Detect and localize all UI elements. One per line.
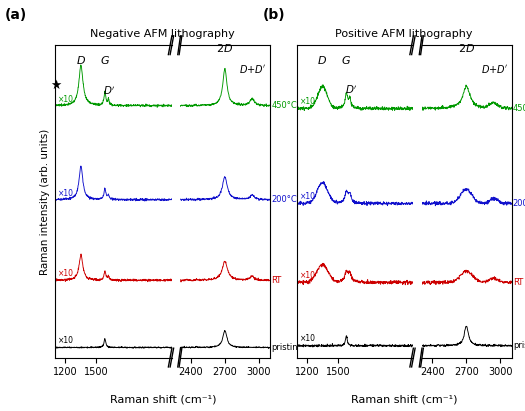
Text: RT: RT <box>513 278 523 287</box>
Text: $D$: $D$ <box>76 54 86 66</box>
Text: $G$: $G$ <box>100 54 110 66</box>
Text: $2D$: $2D$ <box>216 42 234 54</box>
Text: 200°C: 200°C <box>271 195 297 204</box>
Text: ×10: ×10 <box>300 97 316 106</box>
Text: ×10: ×10 <box>300 271 316 280</box>
Text: $D'$: $D'$ <box>103 84 116 97</box>
Text: $D$+$D'$: $D$+$D'$ <box>239 63 267 76</box>
Text: pristine: pristine <box>513 341 525 350</box>
Text: Negative AFM lithography: Negative AFM lithography <box>90 29 235 39</box>
Text: $\bigstar$: $\bigstar$ <box>50 79 63 92</box>
Text: ×10: ×10 <box>300 334 316 343</box>
Y-axis label: Raman intensity (arb. units): Raman intensity (arb. units) <box>39 128 49 275</box>
Text: (a): (a) <box>5 8 27 22</box>
Text: 200°C: 200°C <box>513 199 525 208</box>
Text: ×10: ×10 <box>58 269 74 278</box>
Text: 450°C: 450°C <box>513 104 525 113</box>
Text: Raman shift (cm⁻¹): Raman shift (cm⁻¹) <box>351 395 457 405</box>
Text: (b): (b) <box>262 8 285 22</box>
Text: $G$: $G$ <box>341 54 351 66</box>
Text: ×10: ×10 <box>58 95 74 104</box>
Text: 450°C: 450°C <box>271 101 297 110</box>
Text: ×10: ×10 <box>58 189 74 198</box>
Text: ×10: ×10 <box>300 192 316 201</box>
Text: Positive AFM lithography: Positive AFM lithography <box>335 29 473 39</box>
Text: $D$+$D'$: $D$+$D'$ <box>481 63 509 75</box>
Text: RT: RT <box>271 276 281 285</box>
Text: $D'$: $D'$ <box>344 84 358 96</box>
Text: pristine: pristine <box>271 343 303 352</box>
Text: $2D$: $2D$ <box>458 42 475 54</box>
Text: ×10: ×10 <box>58 337 74 346</box>
Text: Raman shift (cm⁻¹): Raman shift (cm⁻¹) <box>110 395 216 405</box>
Text: $D$: $D$ <box>318 54 328 66</box>
